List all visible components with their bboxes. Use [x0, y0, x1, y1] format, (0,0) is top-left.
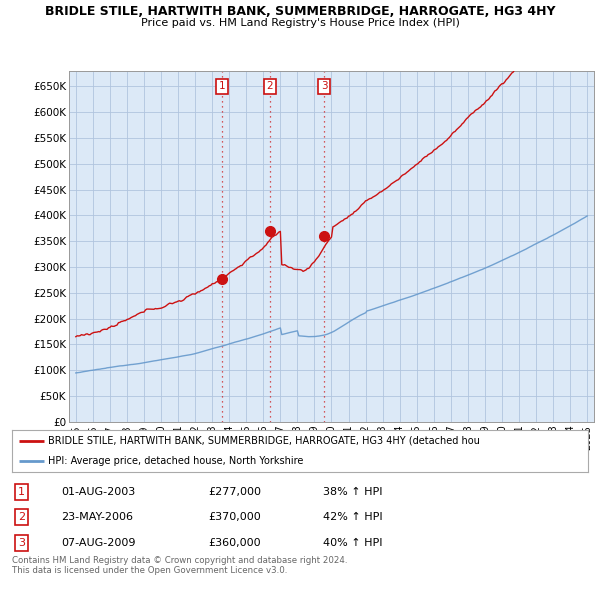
Text: 38% ↑ HPI: 38% ↑ HPI — [323, 487, 383, 497]
Text: Price paid vs. HM Land Registry's House Price Index (HPI): Price paid vs. HM Land Registry's House … — [140, 18, 460, 28]
Text: 1: 1 — [219, 81, 226, 91]
Text: This data is licensed under the Open Government Licence v3.0.: This data is licensed under the Open Gov… — [12, 566, 287, 575]
Text: BRIDLE STILE, HARTWITH BANK, SUMMERBRIDGE, HARROGATE, HG3 4HY (detached hou: BRIDLE STILE, HARTWITH BANK, SUMMERBRIDG… — [48, 436, 479, 446]
Text: Contains HM Land Registry data © Crown copyright and database right 2024.: Contains HM Land Registry data © Crown c… — [12, 556, 347, 565]
Text: 01-AUG-2003: 01-AUG-2003 — [61, 487, 135, 497]
Text: 07-AUG-2009: 07-AUG-2009 — [61, 537, 136, 548]
Text: £277,000: £277,000 — [208, 487, 261, 497]
Text: £370,000: £370,000 — [208, 512, 260, 522]
Text: 2: 2 — [18, 512, 25, 522]
Text: £360,000: £360,000 — [208, 537, 260, 548]
Text: BRIDLE STILE, HARTWITH BANK, SUMMERBRIDGE, HARROGATE, HG3 4HY: BRIDLE STILE, HARTWITH BANK, SUMMERBRIDG… — [45, 5, 555, 18]
Text: HPI: Average price, detached house, North Yorkshire: HPI: Average price, detached house, Nort… — [48, 455, 303, 466]
Text: 3: 3 — [18, 537, 25, 548]
Text: 3: 3 — [321, 81, 328, 91]
Text: 42% ↑ HPI: 42% ↑ HPI — [323, 512, 383, 522]
Text: 2: 2 — [266, 81, 273, 91]
Text: 23-MAY-2006: 23-MAY-2006 — [61, 512, 133, 522]
Text: 1: 1 — [18, 487, 25, 497]
Text: 40% ↑ HPI: 40% ↑ HPI — [323, 537, 383, 548]
